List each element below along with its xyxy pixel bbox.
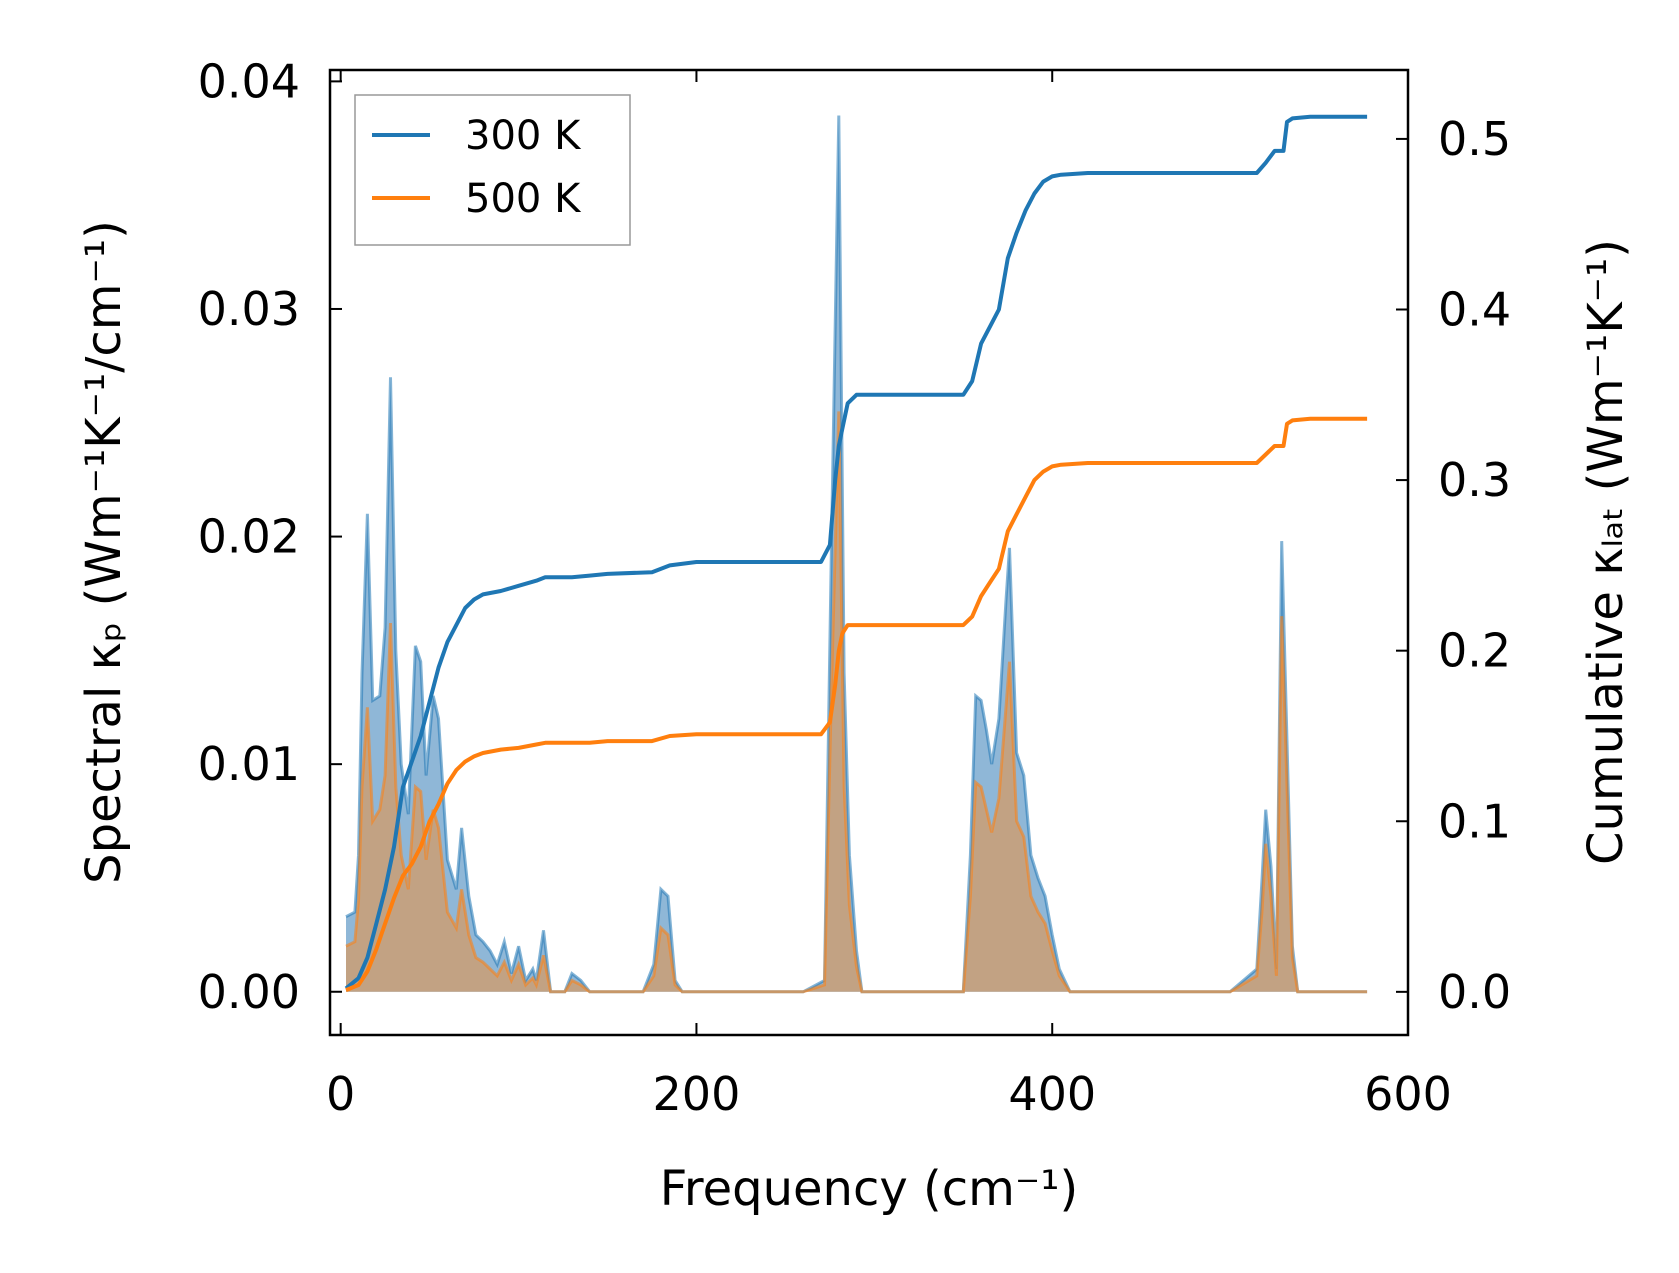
x-tick-label: 600 <box>1364 1067 1452 1121</box>
y-tick-label-left: 0.04 <box>198 54 300 108</box>
legend: 300 K 500 K <box>354 94 631 246</box>
y-tick-label-right: 0.4 <box>1438 283 1511 337</box>
y-tick-label-right: 0.5 <box>1438 112 1511 166</box>
y-tick-label-right: 0.2 <box>1438 624 1511 678</box>
cumulative-line-500k <box>345 416 1368 992</box>
x-tick-label: 0 <box>326 1067 355 1121</box>
y-tick-label-left: 0.02 <box>198 510 300 564</box>
y-axis-label-right: Cumulative κₗₐₜ (Wm⁻¹K⁻¹) <box>1578 239 1634 865</box>
x-tick-label: 400 <box>1008 1067 1096 1121</box>
legend-label-500k: 500 K <box>465 176 582 222</box>
spectral-area-300k <box>346 115 1368 992</box>
cumulative-line-300k <box>344 114 1368 990</box>
x-axis-label: Frequency (cm⁻¹) <box>660 1161 1078 1217</box>
legend-box <box>354 94 631 246</box>
x-tick-label: 200 <box>653 1067 741 1121</box>
y-axis-label-left: Spectral κₚ (Wm⁻¹K⁻¹/cm⁻¹) <box>76 220 132 884</box>
spectral-line-500k <box>345 411 1368 994</box>
spectral-area-500k <box>346 411 1368 992</box>
y-tick-label-left: 0.00 <box>198 965 300 1019</box>
axis-ticks: 0 200 400 600 0.00 0.01 0.02 0.03 0.04 0.0 0.1 0.2 0… <box>198 54 1512 1121</box>
y-tick-label-left: 0.03 <box>198 282 300 336</box>
y-tick-label-left: 0.01 <box>198 737 300 791</box>
y-tick-label-right: 0.0 <box>1438 965 1511 1019</box>
spectral-line-300k <box>345 115 1368 994</box>
plot-frame <box>328 68 1410 1037</box>
y-tick-label-right: 0.3 <box>1438 453 1511 507</box>
legend-label-300k: 300 K <box>465 113 582 159</box>
y-tick-label-right: 0.1 <box>1438 794 1511 848</box>
plot-marks <box>344 114 1368 994</box>
